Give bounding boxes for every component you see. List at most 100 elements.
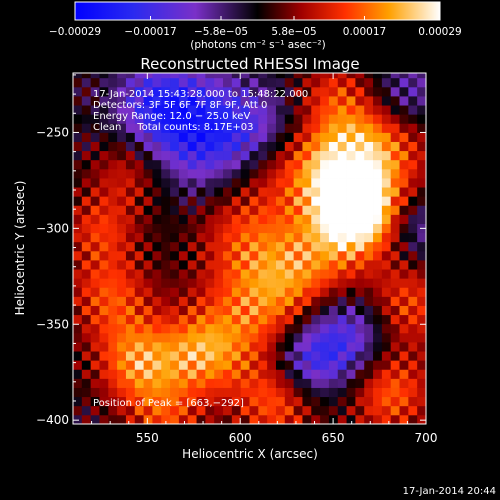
heatmap-cell [346, 405, 356, 416]
heatmap-cell [373, 178, 383, 188]
heatmap-cell [223, 86, 233, 97]
heatmap-cell [267, 178, 277, 188]
heatmap-cell [214, 178, 224, 188]
heatmap-cell [187, 269, 197, 279]
heatmap-cell [258, 369, 268, 379]
heatmap-cell [143, 141, 153, 152]
heatmap-cell [125, 296, 136, 306]
heatmap-cell [346, 342, 356, 352]
heatmap-cell [328, 405, 339, 416]
heatmap-cell [240, 305, 250, 316]
heatmap-cell [214, 214, 224, 224]
heatmap-cell [302, 187, 312, 197]
heatmap-cell [284, 178, 295, 188]
heatmap-cell [284, 378, 295, 388]
heatmap-cell [117, 105, 127, 115]
heatmap-cell [293, 168, 303, 179]
heatmap-cell [249, 196, 259, 206]
heatmap-cell [399, 250, 409, 261]
heatmap-cell [399, 114, 409, 124]
heatmap-cell [284, 187, 295, 197]
heatmap-cell [134, 269, 144, 279]
heatmap-cell [73, 250, 83, 261]
heatmap-cell [196, 414, 206, 424]
heatmap-cell [214, 278, 224, 288]
heatmap-cell [390, 269, 400, 279]
heatmap-cell [390, 141, 400, 152]
heatmap-cell [178, 269, 189, 279]
heatmap-cell [152, 214, 162, 224]
heatmap-cell [117, 214, 127, 224]
annotation-peak-position: Position of Peak = [663,−292] [93, 398, 244, 409]
heatmap-cell [284, 414, 295, 424]
heatmap-cell [223, 378, 233, 388]
heatmap-cell [302, 378, 312, 388]
heatmap-cell [117, 332, 127, 343]
heatmap-cell [311, 223, 321, 234]
heatmap-cell [390, 73, 400, 79]
heatmap-cell [73, 187, 83, 197]
heatmap-cell [178, 241, 189, 252]
heatmap-cell [178, 250, 189, 261]
heatmap-cell [125, 178, 136, 188]
heatmap-cell [134, 178, 144, 188]
heatmap-cell [337, 405, 347, 416]
heatmap-cell [187, 205, 197, 215]
heatmap-cell [108, 178, 118, 188]
heatmap-cell [187, 369, 197, 379]
heatmap-cell [187, 214, 197, 224]
x-axis-label: Heliocentric X (arcsec) [182, 447, 318, 461]
heatmap-cell [187, 332, 197, 343]
heatmap-cell [90, 250, 100, 261]
heatmap-cell [267, 141, 277, 152]
heatmap-cell [258, 241, 268, 252]
heatmap-cell [81, 296, 92, 306]
heatmap-cell [284, 159, 295, 170]
heatmap-cell [337, 214, 347, 224]
heatmap-cell [99, 314, 109, 325]
heatmap-cell [223, 141, 233, 152]
heatmap-cell [196, 159, 206, 170]
timestamp: 17-Jan-2014 20:44 [403, 486, 496, 497]
heatmap-cell [346, 260, 356, 270]
heatmap-cell [302, 77, 312, 88]
heatmap-cell [373, 396, 383, 407]
heatmap-cell [390, 196, 400, 206]
heatmap-cell [417, 296, 426, 306]
heatmap-cell [117, 241, 127, 252]
heatmap-cell [311, 214, 321, 224]
heatmap-cell [320, 205, 330, 215]
heatmap-cell [205, 223, 215, 234]
heatmap-cell [320, 269, 330, 279]
heatmap-cell [205, 105, 215, 115]
heatmap-cell [328, 269, 339, 279]
heatmap-cell [231, 159, 242, 170]
heatmap-cell [73, 360, 83, 370]
heatmap-cell [267, 114, 277, 124]
heatmap-cell [328, 287, 339, 297]
heatmap-cell [381, 77, 392, 88]
heatmap-cell [196, 405, 206, 416]
heatmap-cell [267, 150, 277, 161]
heatmap-cell [108, 323, 118, 334]
heatmap-cell [231, 114, 242, 124]
heatmap-cell [293, 105, 303, 115]
heatmap-cell [170, 296, 180, 306]
heatmap-cell [73, 287, 83, 297]
heatmap-cell [275, 332, 286, 343]
heatmap-cell [337, 314, 347, 325]
heatmap-cell [196, 187, 206, 197]
heatmap-cell [267, 351, 277, 361]
heatmap-cell [249, 105, 259, 115]
heatmap-cell [214, 250, 224, 261]
heatmap-cell [187, 414, 197, 424]
heatmap-cell [205, 132, 215, 142]
heatmap-cell [134, 132, 144, 142]
heatmap-cell [240, 396, 250, 407]
heatmap-cell [196, 141, 206, 152]
heatmap-cell [205, 278, 215, 288]
heatmap-cell [337, 414, 347, 424]
heatmap-cell [311, 241, 321, 252]
heatmap-cell [117, 159, 127, 170]
heatmap-cell [90, 96, 100, 106]
